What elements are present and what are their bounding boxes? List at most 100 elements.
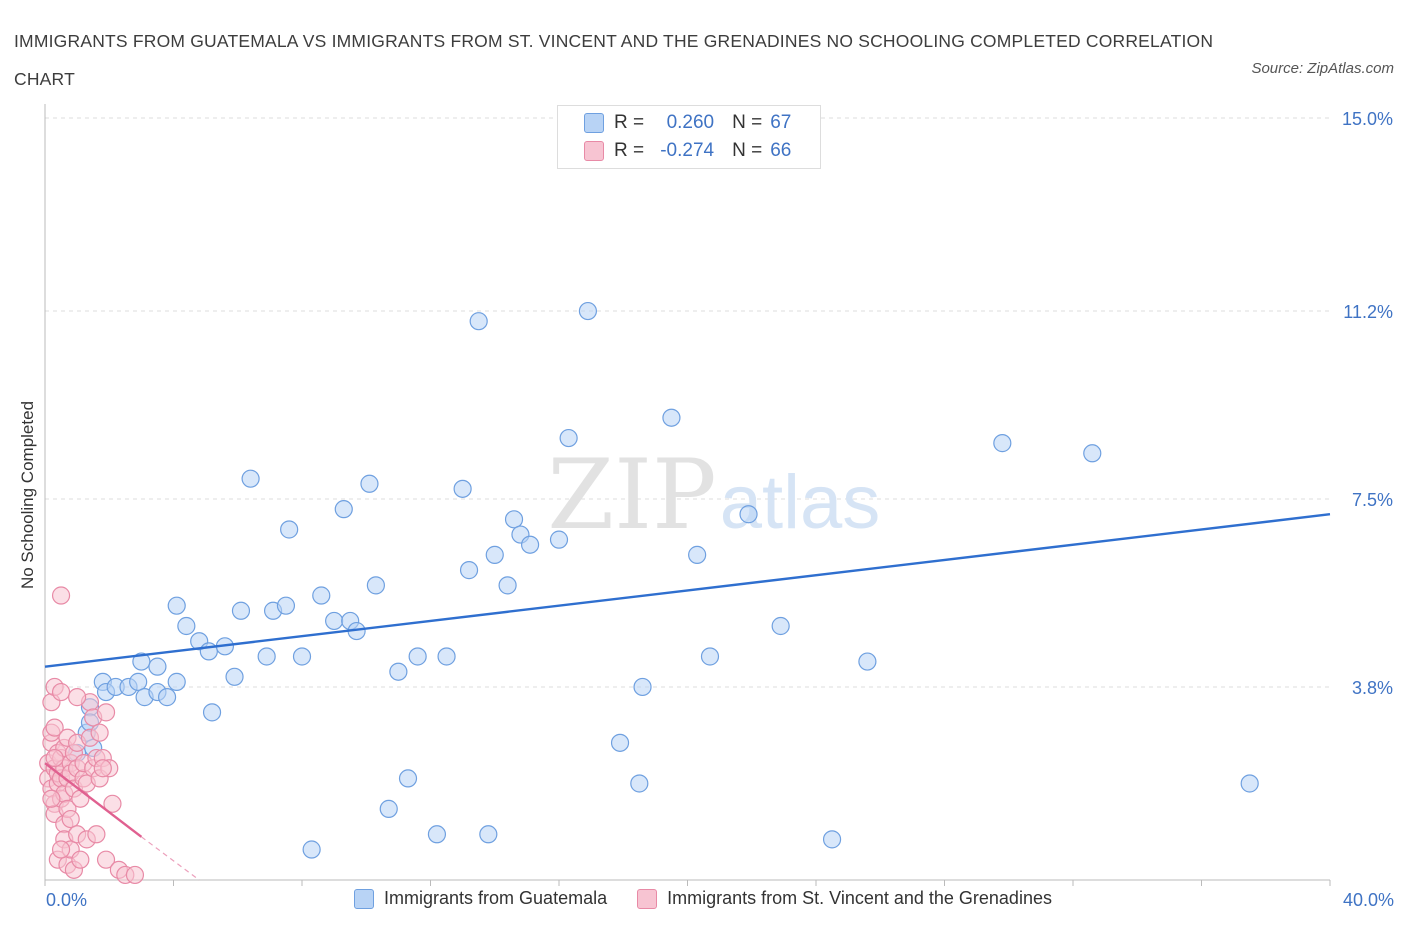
- watermark: ZIP atlas: [547, 439, 880, 551]
- data-point-0-65: [858, 652, 877, 671]
- data-point-1-18: [51, 682, 71, 702]
- data-point-0-9: [132, 652, 151, 671]
- data-point-0-67: [1083, 444, 1102, 463]
- data-point-0-39: [389, 662, 408, 681]
- series-st-vincent-points: [39, 586, 145, 885]
- trend-line-1: [44, 762, 143, 838]
- axes: [44, 104, 1331, 886]
- data-point-0-60: [688, 545, 707, 564]
- data-point-0-57: [630, 774, 649, 793]
- data-point-0-58: [633, 677, 652, 697]
- chart-title: IMMIGRANTS FROM GUATEMALA VS IMMIGRANTS …: [14, 31, 1214, 89]
- x-tick-label-max: 40.0%: [1342, 890, 1394, 910]
- legend-swatch-st-vincent: [584, 141, 604, 161]
- data-point-1-60: [125, 865, 145, 885]
- data-point-0-47: [479, 825, 498, 844]
- data-point-0-49: [498, 576, 517, 595]
- data-point-1-52: [90, 723, 109, 742]
- data-point-1-40: [71, 850, 90, 869]
- data-point-0-42: [427, 825, 447, 844]
- series-legend: Immigrants from Guatemala Immigrants fro…: [0, 888, 1406, 909]
- data-point-0-16: [167, 596, 186, 615]
- y-tick-label-1: 7.5%: [1352, 490, 1393, 510]
- stats-row-guatemala: R = 0.260 N = 67: [584, 112, 791, 134]
- data-point-0-56: [610, 733, 630, 752]
- data-point-1-49: [87, 825, 106, 844]
- data-point-0-48: [485, 545, 504, 564]
- y-tick-label-2: 11.2%: [1343, 302, 1393, 322]
- data-point-0-27: [276, 596, 296, 615]
- trend-line-0: [44, 513, 1331, 668]
- data-point-0-25: [257, 647, 276, 666]
- data-point-0-52: [520, 535, 540, 554]
- data-point-0-44: [453, 479, 472, 498]
- data-point-1-30: [61, 809, 80, 829]
- trend-line-dashed-1: [141, 836, 200, 881]
- data-point-1-39: [71, 789, 90, 808]
- data-point-0-43: [437, 647, 456, 666]
- data-point-0-46: [469, 312, 488, 331]
- data-point-0-61: [700, 647, 720, 666]
- data-point-0-36: [360, 474, 379, 493]
- r-label: R =: [614, 140, 645, 161]
- data-point-0-23: [231, 601, 251, 620]
- data-point-0-50: [504, 510, 524, 529]
- data-point-0-64: [822, 830, 842, 849]
- data-point-0-24: [241, 469, 260, 488]
- stats-row-st-vincent: R = -0.274 N = 66: [584, 140, 791, 162]
- y-tick-label-3: 15.0%: [1342, 109, 1393, 129]
- data-point-0-30: [302, 840, 321, 859]
- legend-label-st-vincent: Immigrants from St. Vincent and the Gren…: [667, 888, 1052, 908]
- data-point-0-31: [312, 586, 331, 605]
- r-label: R =: [614, 112, 645, 133]
- data-point-0-63: [771, 616, 790, 636]
- data-point-0-32: [325, 611, 344, 631]
- legend-item-guatemala: Immigrants from Guatemala: [354, 888, 607, 909]
- series-guatemala-points: [68, 301, 1259, 859]
- data-point-1-63: [93, 759, 112, 778]
- data-point-0-28: [280, 520, 299, 539]
- data-point-1-64: [45, 748, 64, 768]
- data-point-0-20: [202, 703, 222, 722]
- data-point-0-38: [379, 799, 398, 818]
- data-point-1-55: [96, 850, 116, 869]
- data-point-0-55: [578, 301, 598, 321]
- legend-swatch-guatemala: [584, 113, 604, 133]
- x-tick-label-min: 0.0%: [46, 890, 88, 910]
- data-point-0-68: [1240, 774, 1259, 793]
- grid-lines: [45, 117, 1330, 688]
- y-tick-label-0: 3.8%: [1352, 678, 1393, 698]
- legend-swatch-st-vincent: [637, 888, 658, 909]
- legend-label-guatemala: Immigrants from Guatemala: [384, 888, 608, 908]
- data-point-1-61: [42, 789, 61, 808]
- data-point-0-59: [662, 408, 681, 427]
- n-value: 67: [770, 112, 792, 133]
- source-note: Source: ZipAtlas.com: [1251, 60, 1394, 77]
- y-tick-labels: 3.8% 7.5% 11.2% 15.0%: [1342, 109, 1393, 698]
- watermark-atlas: atlas: [720, 460, 881, 545]
- data-point-1-62: [51, 840, 71, 859]
- data-point-0-10: [129, 672, 148, 691]
- data-point-0-62: [739, 505, 758, 524]
- data-point-1-54: [96, 703, 116, 722]
- data-point-0-45: [459, 561, 479, 580]
- data-point-0-33: [334, 500, 353, 519]
- data-point-0-41: [408, 647, 427, 666]
- data-point-0-66: [993, 434, 1012, 453]
- data-point-0-37: [366, 576, 385, 595]
- data-point-0-14: [157, 688, 177, 707]
- data-point-0-22: [225, 667, 244, 686]
- trend-lines: [44, 513, 1331, 881]
- data-point-1-17: [51, 586, 71, 605]
- legend-item-st-vincent: Immigrants from St. Vincent and the Gren…: [637, 888, 1052, 909]
- data-point-0-12: [148, 657, 167, 676]
- data-point-0-40: [398, 769, 418, 788]
- n-label: N =: [732, 112, 763, 133]
- r-value: -0.274: [660, 140, 715, 161]
- data-point-0-15: [167, 672, 186, 691]
- data-point-1-8: [45, 718, 64, 737]
- legend-swatch-guatemala: [354, 888, 375, 909]
- data-point-0-54: [559, 428, 578, 448]
- stats-legend: R = 0.260 N = 67 R = -0.274 N = 66: [557, 105, 821, 169]
